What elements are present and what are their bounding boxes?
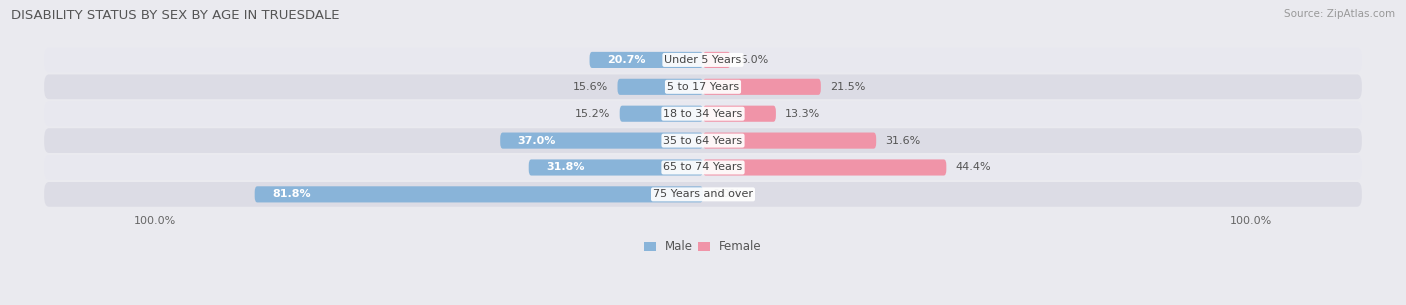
FancyBboxPatch shape xyxy=(703,133,876,149)
Text: 20.7%: 20.7% xyxy=(607,55,645,65)
Text: 65 to 74 Years: 65 to 74 Years xyxy=(664,163,742,173)
FancyBboxPatch shape xyxy=(620,106,703,122)
Text: 18 to 34 Years: 18 to 34 Years xyxy=(664,109,742,119)
Text: 75 Years and over: 75 Years and over xyxy=(652,189,754,199)
FancyBboxPatch shape xyxy=(703,52,730,68)
Text: 13.3%: 13.3% xyxy=(785,109,821,119)
Text: 31.6%: 31.6% xyxy=(886,136,921,145)
Text: 5 to 17 Years: 5 to 17 Years xyxy=(666,82,740,92)
Text: 15.2%: 15.2% xyxy=(575,109,610,119)
Text: 21.5%: 21.5% xyxy=(830,82,866,92)
Legend: Male, Female: Male, Female xyxy=(644,240,762,253)
FancyBboxPatch shape xyxy=(617,79,703,95)
Text: DISABILITY STATUS BY SEX BY AGE IN TRUESDALE: DISABILITY STATUS BY SEX BY AGE IN TRUES… xyxy=(11,9,340,22)
Text: 5.0%: 5.0% xyxy=(740,55,768,65)
FancyBboxPatch shape xyxy=(44,101,1362,126)
Text: 37.0%: 37.0% xyxy=(517,136,557,145)
Text: 81.8%: 81.8% xyxy=(273,189,311,199)
FancyBboxPatch shape xyxy=(529,160,703,176)
FancyBboxPatch shape xyxy=(703,106,776,122)
FancyBboxPatch shape xyxy=(254,186,703,203)
Text: 15.6%: 15.6% xyxy=(572,82,609,92)
Text: Under 5 Years: Under 5 Years xyxy=(665,55,741,65)
Text: 44.4%: 44.4% xyxy=(956,163,991,173)
FancyBboxPatch shape xyxy=(44,48,1362,72)
FancyBboxPatch shape xyxy=(44,155,1362,180)
FancyBboxPatch shape xyxy=(589,52,703,68)
FancyBboxPatch shape xyxy=(703,79,821,95)
FancyBboxPatch shape xyxy=(703,160,946,176)
FancyBboxPatch shape xyxy=(44,128,1362,153)
Text: 0.0%: 0.0% xyxy=(713,189,741,199)
Text: 35 to 64 Years: 35 to 64 Years xyxy=(664,136,742,145)
FancyBboxPatch shape xyxy=(44,74,1362,99)
FancyBboxPatch shape xyxy=(501,133,703,149)
FancyBboxPatch shape xyxy=(44,182,1362,207)
Text: 31.8%: 31.8% xyxy=(546,163,585,173)
Text: Source: ZipAtlas.com: Source: ZipAtlas.com xyxy=(1284,9,1395,19)
